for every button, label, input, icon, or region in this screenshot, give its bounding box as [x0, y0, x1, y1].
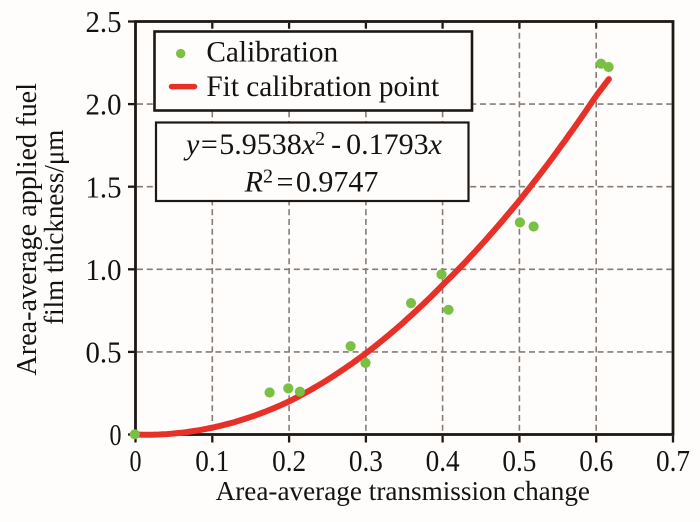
svg-text:2.0: 2.0	[86, 87, 122, 122]
svg-text:0.1: 0.1	[195, 443, 229, 478]
svg-text:1.0: 1.0	[86, 252, 122, 287]
svg-text:0.4: 0.4	[426, 443, 460, 478]
svg-text:2.5: 2.5	[86, 4, 122, 39]
svg-text:R2=0.9747: R2 =0.9747	[244, 166, 379, 199]
svg-text:Fit calibration point: Fit calibration point	[206, 71, 439, 103]
svg-text:Calibration: Calibration	[206, 37, 338, 69]
svg-text:0.5: 0.5	[86, 335, 122, 370]
svg-text:0.6: 0.6	[579, 443, 613, 478]
svg-text:0: 0	[110, 417, 122, 452]
svg-text:y=5.9538x2-0.1793x: y=5.9538x2-0.1793x	[183, 128, 443, 161]
svg-text:0.7: 0.7	[656, 443, 690, 478]
svg-text:1.5: 1.5	[86, 169, 122, 204]
svg-text:Area-average applied fuel: Area-average applied fuel	[12, 83, 43, 376]
svg-text:film thickness/μm: film thickness/μm	[39, 130, 69, 325]
svg-text:0: 0	[130, 443, 142, 478]
svg-text:0.3: 0.3	[349, 443, 383, 478]
svg-text:Area-average transmission chan: Area-average transmission change	[216, 476, 590, 506]
svg-text:0.5: 0.5	[502, 443, 536, 478]
svg-text:0.2: 0.2	[272, 443, 306, 478]
